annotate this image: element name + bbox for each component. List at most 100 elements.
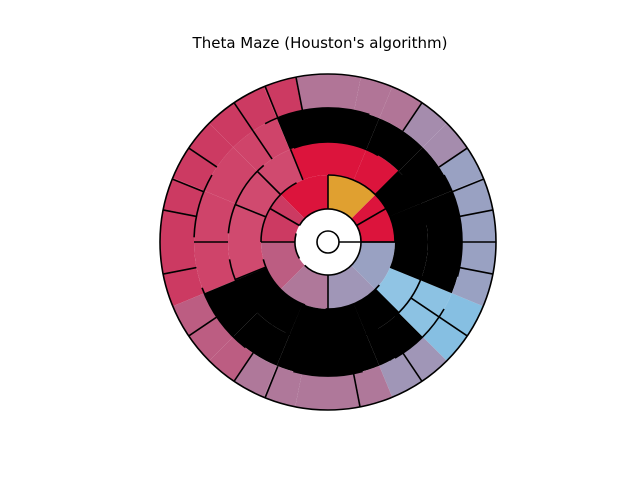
maze-cell-ring-4-0 [459, 209, 496, 242]
maze-cell-ring-4-30 [451, 268, 493, 307]
maze-cell-ring-4-10 [234, 86, 277, 131]
maze-wall-radial-14 [352, 303, 367, 336]
maze-wall-radial-24 [313, 341, 319, 376]
maze-cell-ring-4-16 [160, 242, 197, 275]
maze-wall-arc-14 [264, 107, 370, 125]
maze-cell-ring-2-6 [235, 171, 281, 217]
maze-cell-ring-4-2 [439, 148, 484, 191]
maze-wall-arc-16 [201, 287, 246, 349]
maze-cell-ring-2-3 [328, 142, 367, 181]
maze-wall-radial-20 [252, 130, 273, 160]
maze-wall-radial-39 [233, 352, 254, 382]
maze-cell-ring-4-17 [163, 268, 205, 307]
maze-cell-ring-2-10 [257, 289, 303, 335]
maze-cell-ring-3-7 [194, 190, 236, 242]
maze-cell-ring-2-14 [375, 267, 421, 313]
maze-wall-radial-30 [402, 102, 423, 132]
maze-wall-arc-9 [227, 164, 265, 234]
maze-wall-radial-11 [234, 266, 267, 281]
maze-wall-radial-37 [162, 266, 197, 275]
maze-wall-radial-8 [289, 148, 304, 181]
maze-cell-ring-2-9 [235, 267, 281, 313]
maze-wall-arc-4 [260, 182, 297, 243]
maze-cell-ring-1-7 [351, 242, 395, 290]
maze-cell-ring-4-18 [172, 293, 217, 336]
maze-wall-arc-1 [294, 233, 301, 259]
maze-cell-ring-4-7 [328, 74, 361, 111]
maze-wall-arc-7 [401, 174, 428, 225]
maze-wall-arc-5 [262, 259, 306, 306]
maze-cell-ring-3-13 [366, 312, 423, 366]
maze-wall-arc-18 [394, 308, 445, 359]
maze-wall-radial-27 [459, 209, 494, 218]
maze-cell-ring-4-15 [160, 209, 197, 242]
maze-cell-ring-3-3 [328, 108, 380, 150]
maze-wall-radial-38 [188, 316, 218, 337]
maze-wall-arc-11 [285, 327, 379, 343]
maze-cell-ring-4-21 [234, 353, 277, 398]
maze-wall-radial-6 [389, 203, 422, 218]
maze-cell-ring-2-13 [353, 289, 399, 335]
maze-cell-ring-3-15 [420, 242, 462, 294]
maze-wall-radial-43 [438, 316, 468, 337]
maze-wall-arc-8 [293, 141, 379, 157]
maze-cell-ring-2-2 [353, 149, 399, 195]
maze-wall-radial-16 [389, 266, 422, 281]
maze-cell-ring-4-8 [295, 74, 328, 111]
maze-center-hole [316, 230, 340, 254]
maze-wall-radial-28 [451, 178, 485, 193]
maze-cell-ring-4-26 [379, 353, 422, 398]
maze-wall-radial-25 [374, 329, 392, 361]
maze-wall-radial-40 [264, 365, 279, 399]
maze-wall-radial-18 [411, 168, 441, 189]
maze-wall-arc-2 [304, 241, 362, 276]
maze-wall-radial-34 [188, 147, 218, 168]
maze-cell-ring-3-0 [420, 190, 462, 242]
maze-cell-ring-4-5 [379, 86, 422, 131]
maze-cell-ring-3-1 [398, 147, 452, 204]
maze-wall-radial-15 [374, 288, 400, 314]
maze-wall-arc-10 [228, 259, 258, 314]
maze-wall-radial-12 [256, 288, 282, 314]
maze-cell-ring-4-6 [354, 77, 393, 119]
maze-wall-radial-1 [356, 207, 387, 227]
maze-wall-arc-15 [193, 174, 213, 238]
maze-outer-wall [159, 73, 497, 411]
maze-wall-radial-9 [256, 170, 282, 196]
maze-wall-radial-35 [171, 178, 205, 193]
maze-wall-radial-31 [295, 76, 304, 111]
maze-wall-radial-10 [234, 203, 267, 218]
maze-cell-ring-4-24 [328, 373, 361, 410]
maze-wall-radial-41 [352, 373, 361, 408]
maze-cell-ring-4-13 [172, 148, 217, 191]
maze-cell-ring-2-5 [257, 149, 303, 195]
maze-cell-ring-4-31 [459, 242, 496, 275]
maze-cell-ring-2-1 [375, 171, 421, 217]
maze-cell-ring-3-6 [204, 147, 258, 204]
maze-cell-ring-4-23 [295, 373, 328, 410]
maze-wall-radial-29 [438, 147, 468, 168]
maze-wall-arc-17 [293, 370, 363, 377]
maze-wall-radial-26 [410, 297, 440, 318]
maze-wall-radial-3 [269, 207, 300, 227]
maze-cell-ring-3-9 [204, 280, 258, 337]
maze-wall-radial-44 [459, 266, 494, 275]
maze-wall-radial-13 [288, 303, 303, 335]
maze-cell-ring-3-2 [366, 118, 423, 172]
maze-wall-arc-13 [443, 174, 463, 243]
maze-wall-radial-22 [209, 288, 241, 306]
maze-wall-radial-7 [374, 170, 400, 196]
maze-cell-ring-3-8 [194, 242, 236, 294]
chart-title: Theta Maze (Houston's algorithm) [192, 34, 448, 52]
maze-wall-arc-6 [325, 284, 380, 310]
maze-cell-ring-3-12 [328, 334, 380, 376]
maze-wall-radial-36 [162, 209, 197, 218]
maze-wall-radial-33 [233, 102, 254, 132]
maze-wall-radial-23 [252, 324, 273, 354]
maze-wall-radial-42 [402, 352, 423, 382]
maze-cell-ring-2-11 [289, 303, 328, 342]
maze-wall-arc-0 [298, 208, 362, 243]
maze-cell-ring-4-29 [439, 293, 484, 336]
